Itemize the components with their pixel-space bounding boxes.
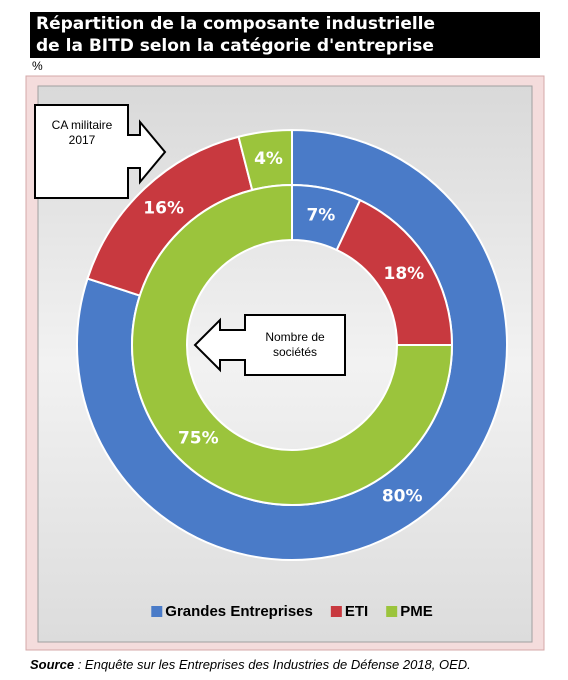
data-label: 75% — [178, 429, 219, 449]
data-label: 18% — [384, 264, 425, 284]
chart-title: de la BITD selon la catégorie d'entrepri… — [36, 36, 434, 56]
legend-swatch — [151, 606, 163, 617]
chart-title: Répartition de la composante industriell… — [36, 14, 435, 34]
data-label: 16% — [143, 198, 184, 218]
callout-arrow — [193, 314, 346, 376]
legend-label: ETI — [345, 603, 368, 620]
legend-label: PME — [400, 603, 433, 620]
unit-label: % — [32, 59, 43, 73]
donut-segment — [131, 183, 454, 506]
source-text: : Enquête sur les Entreprises des Indust… — [74, 657, 471, 672]
data-label: 7% — [306, 206, 335, 226]
source: Source : Enquête sur les Entreprises des… — [30, 657, 471, 672]
ring-label: CA militaire 2017 — [51, 118, 113, 147]
data-label: 4% — [254, 149, 283, 169]
legend-label: Grandes Entreprises — [165, 603, 313, 620]
source-label: Source — [30, 657, 74, 672]
legend-swatch — [330, 606, 342, 617]
legend-swatch — [386, 606, 398, 617]
data-label: 80% — [382, 487, 423, 507]
callout-arrow — [34, 104, 167, 199]
title-box — [30, 12, 540, 58]
ring-label: Nombre de sociétés — [265, 330, 325, 359]
